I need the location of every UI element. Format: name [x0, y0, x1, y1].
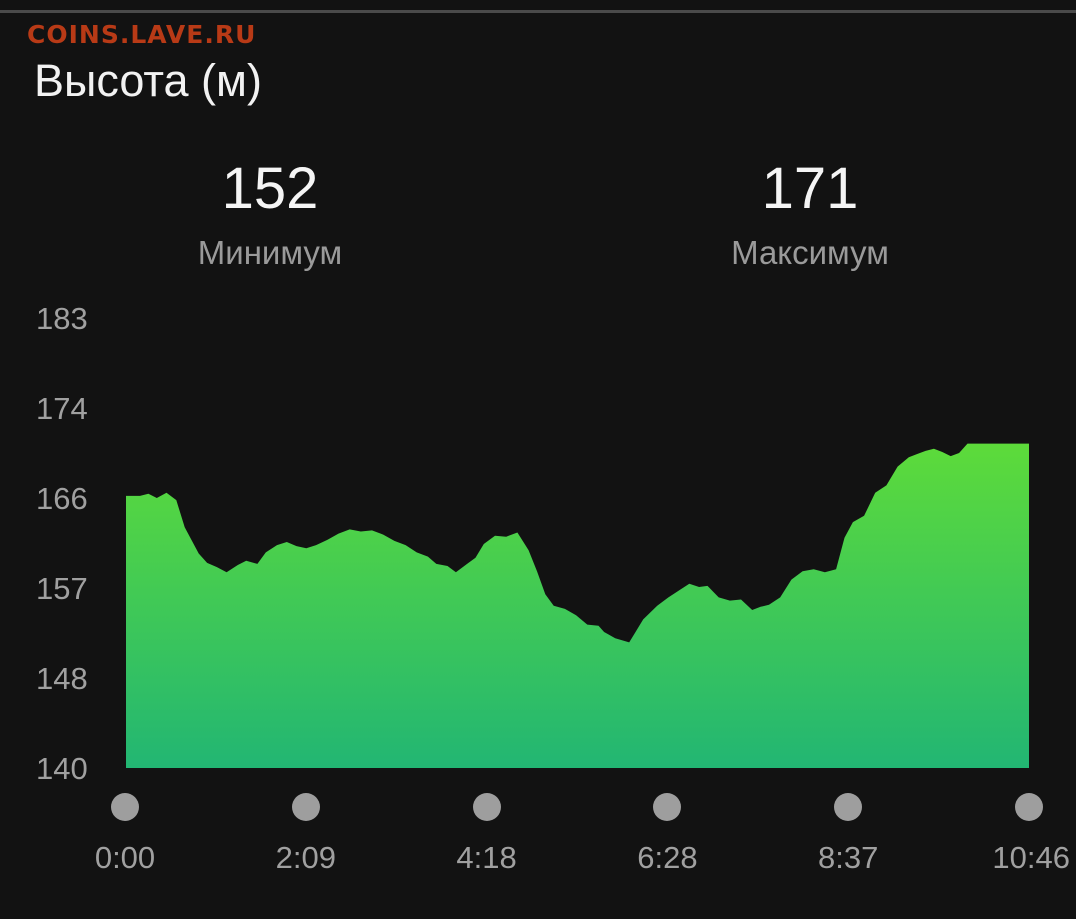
min-value: 152	[221, 156, 319, 221]
x-tick-marker	[653, 793, 682, 821]
max-label: Максимум	[731, 234, 889, 271]
x-tick-label: 4:18	[456, 840, 517, 875]
x-tick-marker	[291, 793, 320, 821]
x-tick-marker	[1015, 793, 1043, 821]
x-tick-label: 2:09	[275, 840, 336, 875]
y-tick-label: 166	[36, 481, 88, 516]
y-tick-label: 157	[36, 571, 88, 606]
x-tick-label: 6:28	[637, 840, 698, 875]
page-title: Высота (м)	[34, 55, 262, 106]
elevation-area	[126, 443, 1029, 768]
x-tick-marker	[111, 793, 139, 821]
x-tick-label: 10:46	[992, 840, 1070, 875]
min-stat: 152 Минимум	[120, 160, 420, 272]
y-tick-label: 148	[36, 661, 88, 696]
max-value: 171	[761, 156, 859, 221]
watermark: COINS.LAVE.RU	[27, 20, 257, 49]
x-tick-label: 0:00	[94, 840, 156, 875]
y-tick-label: 140	[36, 751, 88, 786]
min-label: Минимум	[197, 234, 343, 271]
top-divider	[0, 10, 1076, 13]
y-tick-label: 183	[36, 301, 88, 336]
y-tick-label: 174	[36, 391, 88, 426]
x-tick-marker	[472, 793, 501, 821]
x-tick-marker	[834, 793, 863, 821]
max-stat: 171 Максимум	[660, 160, 960, 272]
x-tick-label: 8:37	[818, 840, 879, 875]
